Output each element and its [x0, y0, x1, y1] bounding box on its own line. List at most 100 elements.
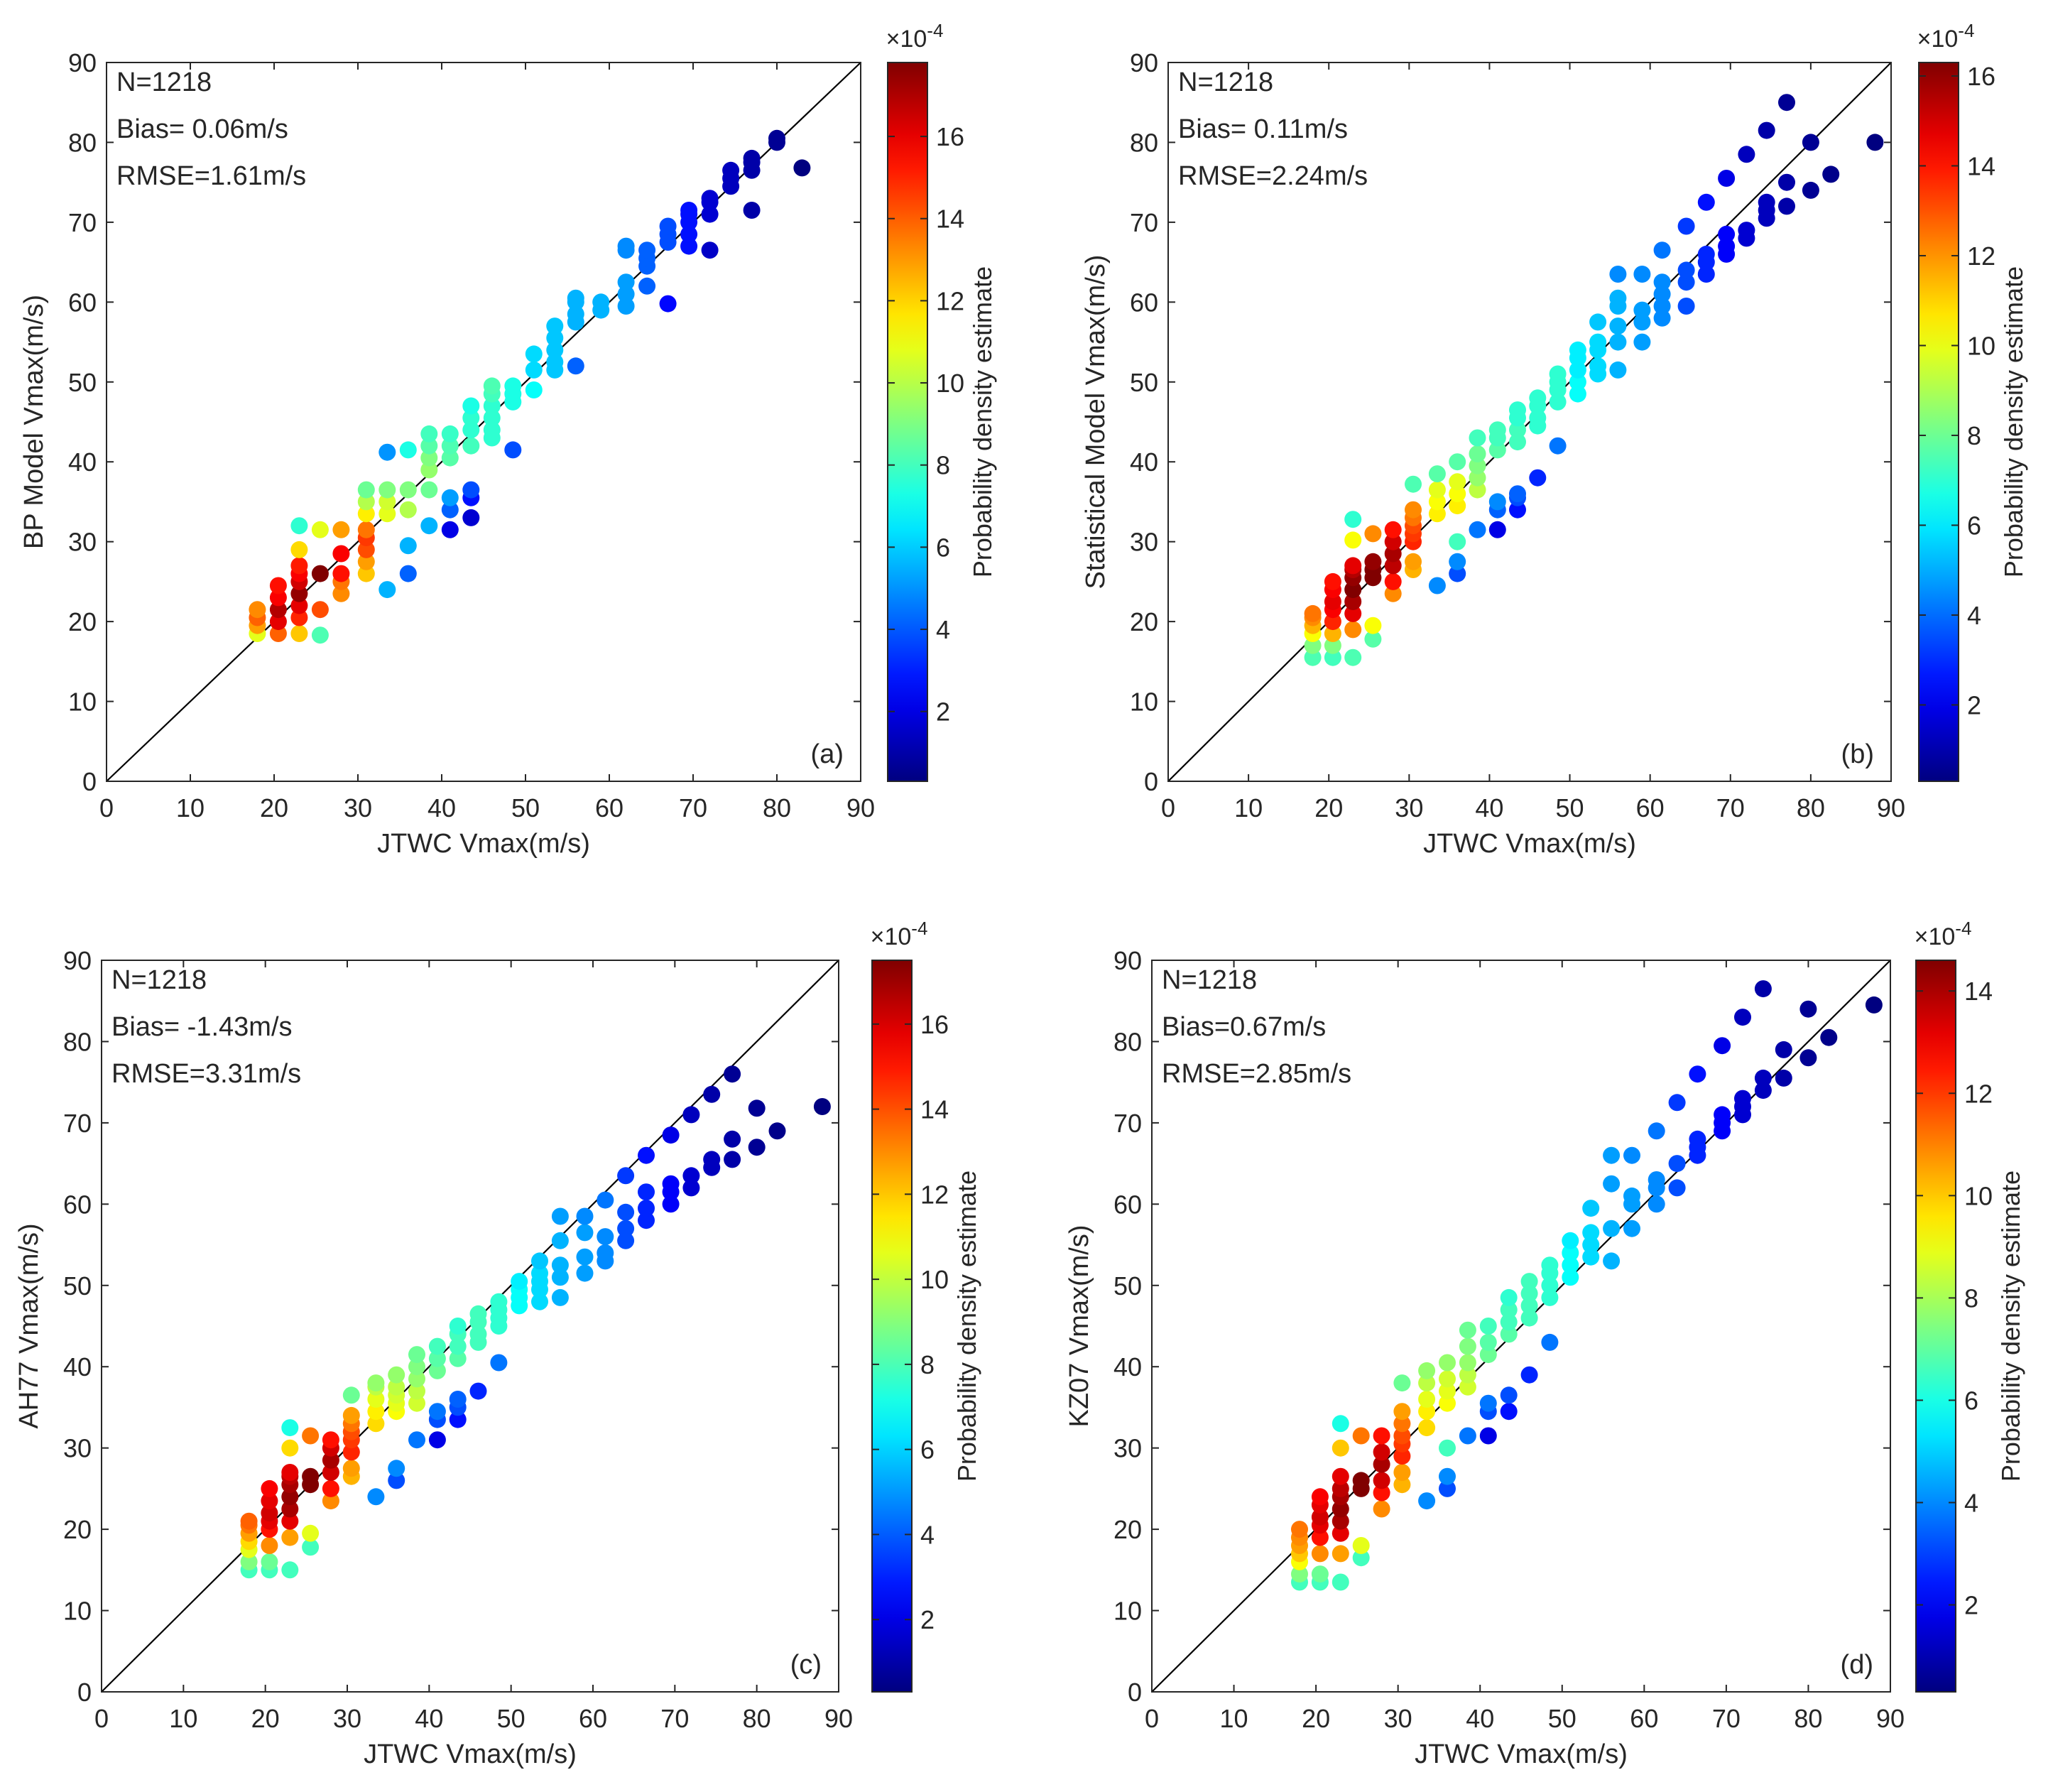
- scatter-point: [1393, 1374, 1411, 1392]
- y-tick-label: 30: [63, 1434, 92, 1463]
- scatter-point: [1488, 493, 1506, 511]
- scatter-point: [462, 409, 480, 427]
- scatter-point: [504, 441, 522, 459]
- scatter-point: [408, 1394, 425, 1412]
- scatter-point: [551, 1207, 569, 1225]
- scatter-point: [1479, 1346, 1497, 1364]
- scatter-point: [1459, 1337, 1476, 1355]
- scatter-point: [1609, 266, 1627, 283]
- colorbar-label: Probability density estimate: [968, 266, 997, 577]
- scatter-point: [469, 1382, 487, 1400]
- scatter-point: [748, 1099, 766, 1117]
- scatter-point: [399, 565, 417, 582]
- panel-b: 0 10 20 30 40 50 60 70 80 90 0 10 20 30 40 50 60 70 80 90 JT…: [1081, 20, 2028, 859]
- colorbar-tick-label: 2: [936, 697, 950, 727]
- scatter-point: [1364, 525, 1382, 543]
- scatter-point: [617, 1203, 635, 1221]
- scatter-point: [1754, 980, 1772, 998]
- scatter-point: [1589, 333, 1607, 351]
- scatter-point: [281, 1464, 299, 1481]
- scatter-point: [420, 449, 438, 467]
- scatter-points: [240, 1065, 831, 1579]
- scatter-point: [724, 1130, 741, 1148]
- x-tick-label: 30: [333, 1704, 361, 1733]
- scatter-point: [420, 461, 438, 479]
- scatter-point: [342, 1460, 360, 1477]
- scatter-point: [408, 1358, 425, 1376]
- colorbar-tick-label: 2: [1964, 1591, 1978, 1620]
- scatter-point: [617, 1220, 635, 1237]
- scatter-point: [1373, 1472, 1390, 1489]
- colorbar-exponent: ×10-4: [1915, 918, 1972, 950]
- scatter-point: [1449, 453, 1466, 471]
- scatter-point: [342, 1386, 360, 1404]
- scatter-point: [1520, 1297, 1538, 1315]
- scatter-point: [1562, 1244, 1579, 1261]
- scatter-point: [420, 517, 438, 535]
- scatter-point: [1778, 197, 1795, 215]
- scatter-point: [290, 517, 308, 535]
- scatter-point: [281, 1439, 299, 1457]
- scatter-point: [1469, 521, 1486, 538]
- scatter-point: [1418, 1403, 1436, 1421]
- scatter-point: [1509, 401, 1526, 419]
- scatter-point: [311, 626, 329, 644]
- colorbar-tick-label: 14: [1964, 977, 1993, 1006]
- scatter-point: [469, 1325, 487, 1343]
- colorbar-tick-label: 8: [920, 1350, 935, 1379]
- scatter-point: [1623, 1187, 1640, 1205]
- scatter-point: [281, 1488, 299, 1506]
- scatter-point: [367, 1391, 385, 1408]
- y-tick-label: 80: [63, 1027, 92, 1056]
- scatter-point: [462, 397, 480, 415]
- scatter-point: [617, 237, 635, 255]
- scatter-point: [281, 1419, 299, 1437]
- scatter-point: [1865, 996, 1883, 1014]
- x-tick-label: 90: [1876, 1704, 1905, 1733]
- scatter-point: [1344, 531, 1362, 549]
- scatter-point: [1459, 1321, 1476, 1339]
- scatter-point: [357, 553, 375, 570]
- panel-label: (d): [1841, 1650, 1873, 1680]
- scatter-point: [638, 1200, 655, 1217]
- colorbar-tick-label: 6: [1964, 1386, 1978, 1415]
- colorbar: [887, 62, 928, 782]
- scatter-point: [531, 1264, 548, 1282]
- scatter-point: [1344, 604, 1362, 622]
- x-tick-label: 90: [846, 793, 875, 822]
- scatter-point: [1344, 557, 1362, 575]
- scatter-point: [1384, 572, 1402, 590]
- y-tick-label: 0: [77, 1678, 92, 1707]
- panel-d: 0 10 20 30 40 50 60 70 80 90 0 10 20 30 40 50 60 70 80 90 JT…: [1064, 918, 2025, 1769]
- scatter-point: [1633, 301, 1651, 319]
- scatter-point: [1500, 1288, 1518, 1306]
- scatter-point: [617, 298, 635, 315]
- scatter-point: [367, 1488, 385, 1506]
- scatter-point: [531, 1293, 548, 1310]
- scatter-point: [1324, 572, 1341, 590]
- y-tick-label: 30: [1113, 1434, 1142, 1463]
- panel-label: (b): [1841, 739, 1874, 769]
- scatter-point: [1373, 1455, 1390, 1473]
- colorbar-tick-label: 8: [1964, 1283, 1978, 1313]
- scatter-point: [1324, 613, 1341, 631]
- x-tick-label: 40: [415, 1704, 443, 1733]
- scatter-point: [1520, 1273, 1538, 1291]
- scatter-point: [1633, 266, 1651, 283]
- scatter-point: [357, 505, 375, 523]
- scatter-point: [1509, 501, 1526, 518]
- scatter-point: [281, 1500, 299, 1518]
- scatter-point: [1459, 1354, 1476, 1372]
- scatter-point: [1562, 1232, 1579, 1249]
- scatter-point: [1582, 1200, 1600, 1217]
- scatter-point: [1623, 1220, 1640, 1237]
- scatter-point: [1428, 505, 1446, 523]
- scatter-point: [462, 481, 480, 499]
- scatter-point: [290, 541, 308, 558]
- scatter-point: [1582, 1248, 1600, 1266]
- scatter-point: [1668, 1094, 1686, 1112]
- scatter-points: [249, 129, 811, 644]
- scatter-point: [490, 1293, 508, 1310]
- scatter-point: [567, 357, 584, 375]
